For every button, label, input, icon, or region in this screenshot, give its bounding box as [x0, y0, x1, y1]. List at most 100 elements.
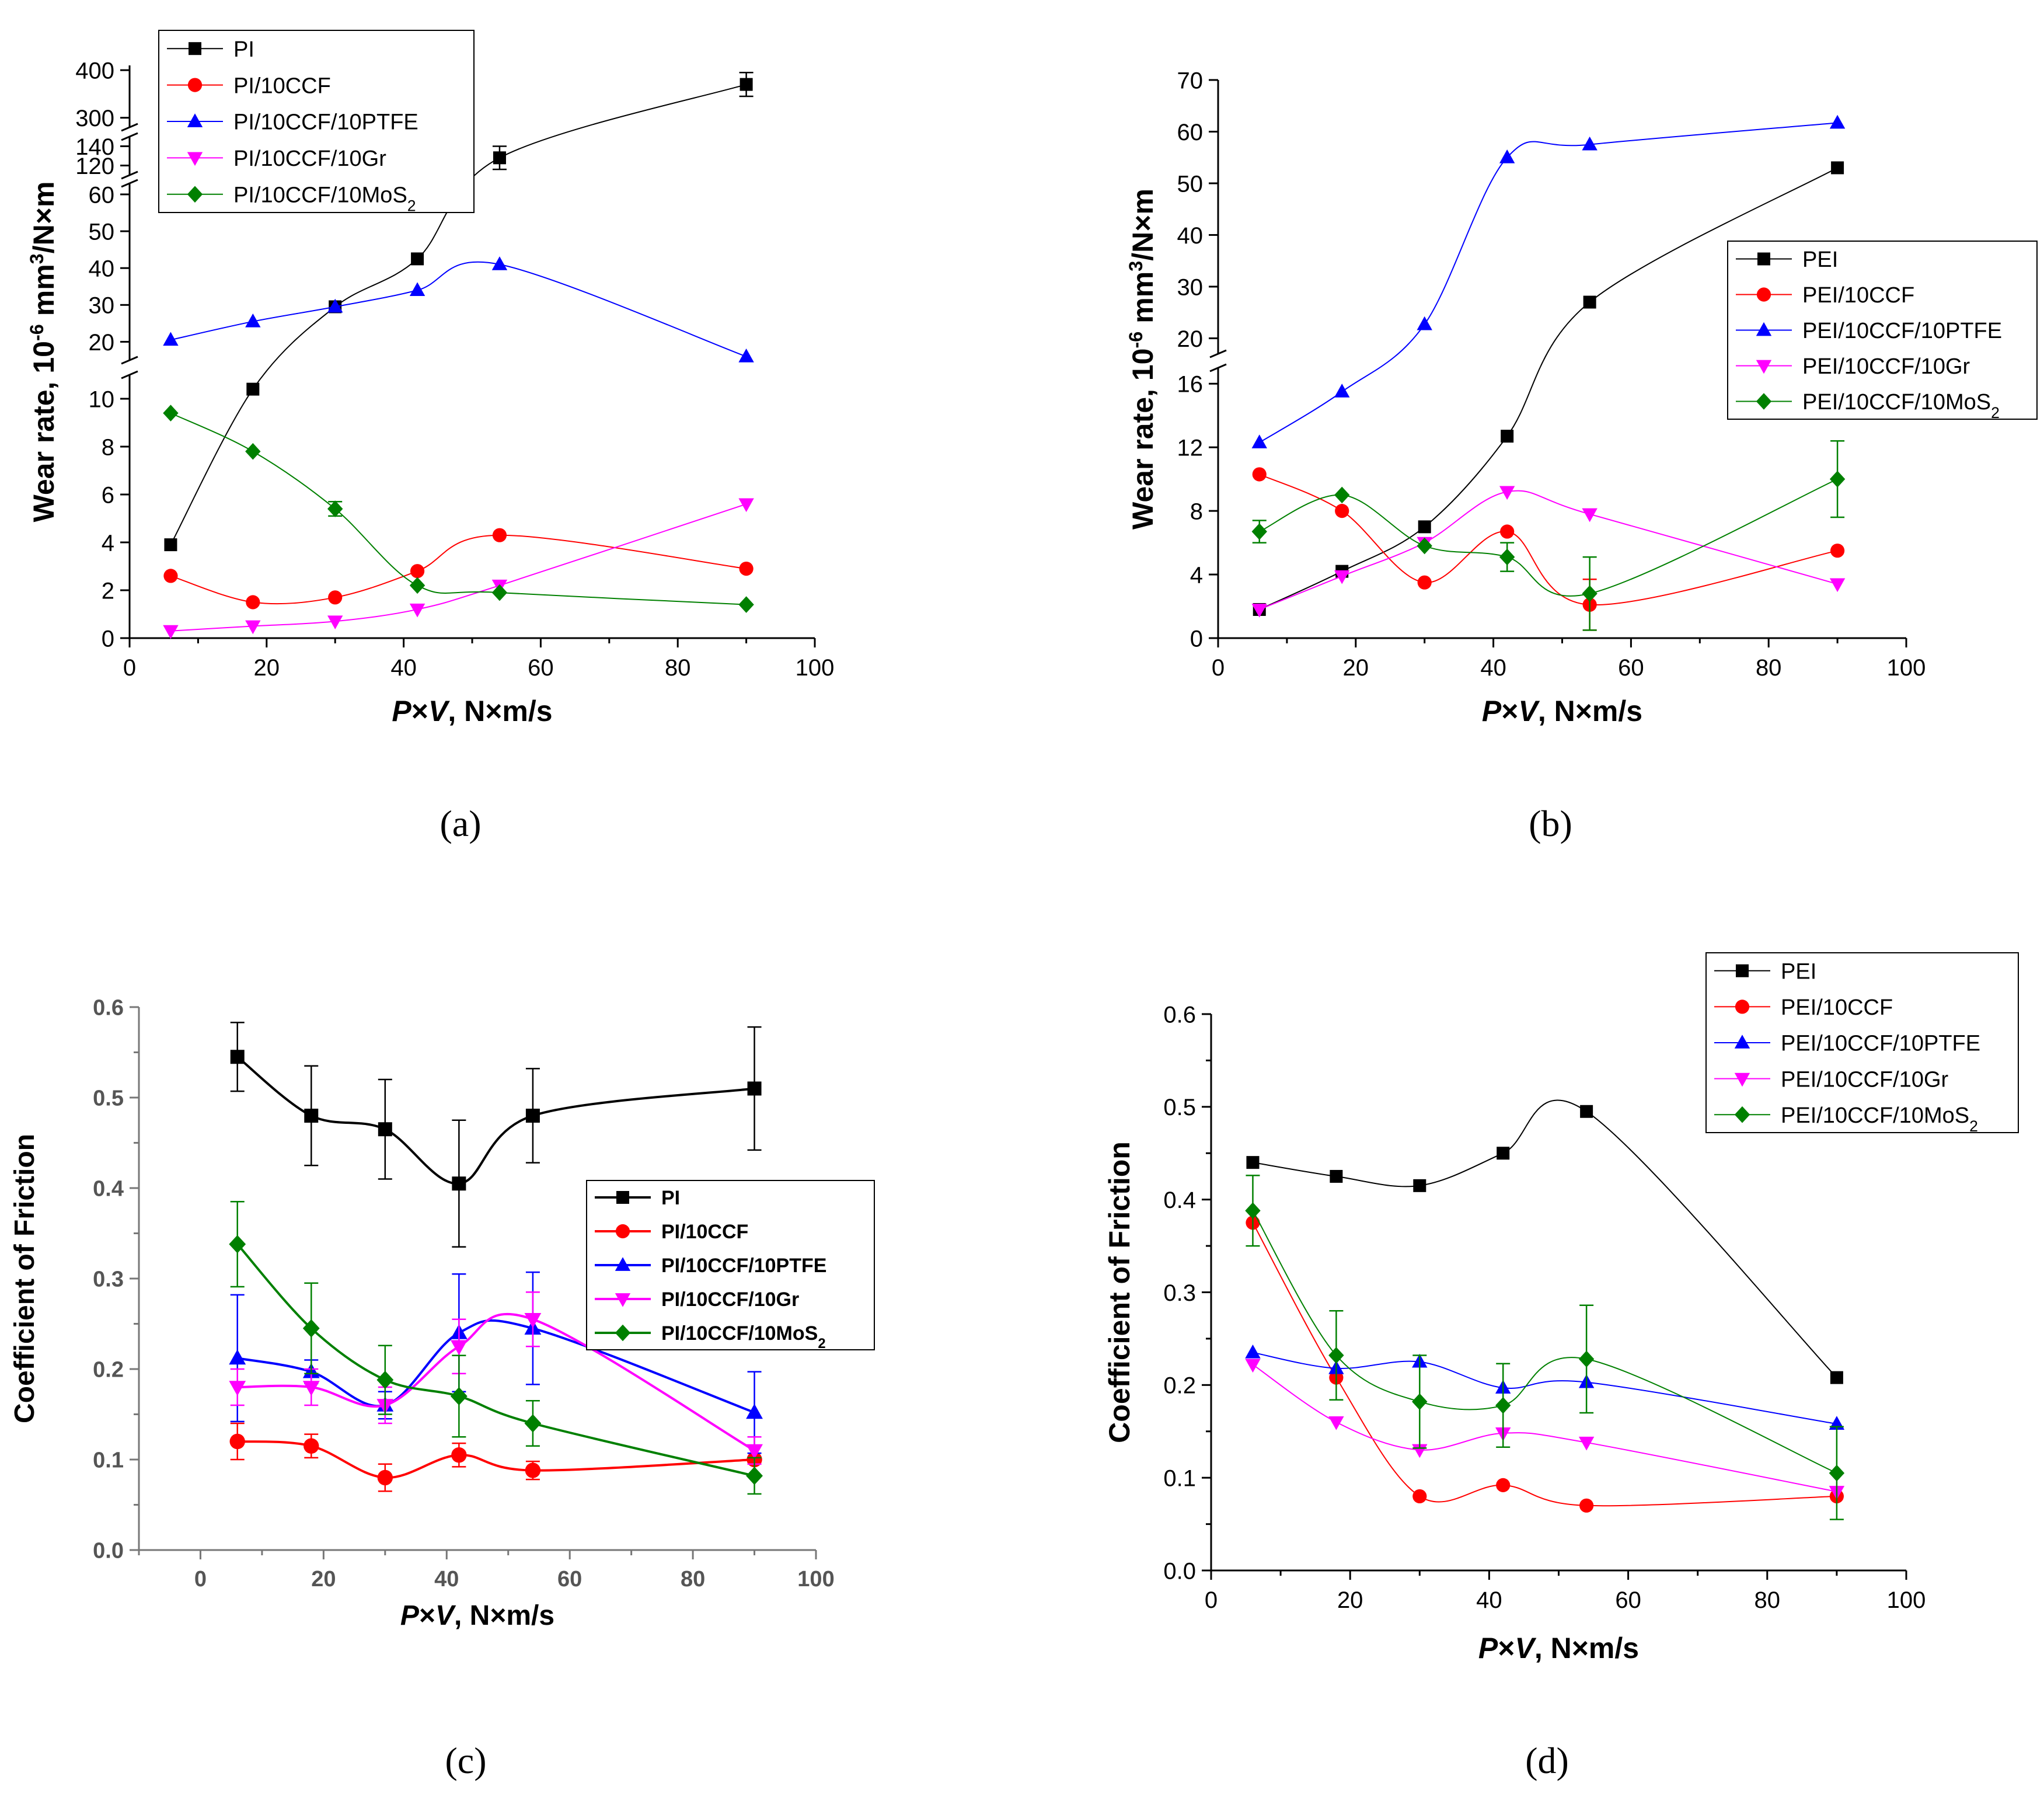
legend-box	[158, 30, 475, 213]
data-point	[327, 500, 343, 517]
x-tick-label: 20	[254, 655, 280, 681]
data-point	[738, 596, 754, 613]
y-tick-label: 16	[1177, 372, 1204, 398]
y-tick-label: 4	[102, 530, 114, 556]
y-tick-label: 0.0	[93, 1539, 124, 1563]
y-tick-label: 20	[89, 330, 115, 356]
y-axis-title: Wear rate, 10-6 mm3/N×m	[1125, 189, 1159, 530]
x-axis-title: P×V, N×m/s	[392, 695, 552, 727]
data-point	[1328, 1416, 1344, 1430]
data-point	[1245, 1359, 1261, 1373]
legend-marker	[1757, 252, 1770, 266]
y-tick-label: 0.1	[1163, 1466, 1196, 1492]
series-line	[236, 1243, 755, 1477]
chart-panel-b: 0 20 40 60 80 100 0 4 8 12 16 20 30 40 50 60 70 P×V, N×m/…	[1125, 68, 2038, 844]
data-point	[1251, 434, 1267, 448]
data-point	[164, 538, 177, 552]
data-point	[1412, 1489, 1427, 1504]
data-point	[1582, 136, 1597, 151]
data-point	[230, 1050, 245, 1064]
data-point	[1413, 1179, 1426, 1192]
x-tick-label: 40	[434, 1567, 459, 1591]
data-point	[229, 1381, 246, 1396]
y-tick-label: 40	[1177, 223, 1204, 249]
legend-label: PI/10CCF	[233, 74, 331, 98]
y-tick-label: 50	[89, 219, 115, 245]
legend-item: PI/10CCF/10PTFE	[167, 110, 418, 135]
y-tick-label: 0.3	[93, 1267, 124, 1292]
data-point	[1829, 471, 1846, 487]
data-point	[1830, 544, 1845, 558]
chart-panel-c: 0 20 40 60 80 100 0.0 0.1 0.2 0.3 0.4 0.5 0.6 P×V, N×…	[9, 996, 875, 1781]
legend-marker	[1756, 360, 1772, 374]
legend-label: PEI/10CCF/10Gr	[1802, 354, 1970, 379]
y-tick-label: 2	[102, 578, 114, 604]
data-point	[1252, 467, 1267, 482]
legend-marker	[615, 1224, 630, 1239]
data-point	[229, 1235, 246, 1253]
data-point	[302, 1381, 320, 1396]
y-tick-label: 0.4	[93, 1177, 124, 1201]
data-point	[246, 382, 260, 396]
x-tick-label: 0	[194, 1567, 207, 1591]
data-point	[525, 1462, 541, 1478]
legend-item: PEI/10CCF/10PTFE	[1736, 319, 2002, 343]
y-tick-label: 0.5	[1163, 1095, 1196, 1120]
data-point	[163, 405, 179, 422]
y-tick-label: 0.3	[1163, 1280, 1196, 1306]
data-point	[409, 282, 425, 296]
data-point	[1831, 161, 1844, 175]
data-point	[1829, 1464, 1845, 1482]
legend-marker	[615, 1293, 631, 1307]
series-pei-10ccf-10ptfe	[1251, 114, 1846, 448]
data-point	[409, 577, 425, 594]
data-point	[747, 1081, 762, 1096]
data-point	[1245, 1344, 1261, 1359]
legend: PIPI/10CCFPI/10CCF/10PTFEPI/10CCF/10GrPI…	[586, 1180, 875, 1352]
y-tick-label: 0.6	[1163, 1002, 1196, 1028]
data-point	[304, 1438, 319, 1454]
y-tick-label: 70	[1177, 68, 1204, 93]
data-point	[1495, 1396, 1511, 1414]
data-point	[740, 78, 753, 91]
series-pei	[1246, 1099, 1843, 1384]
legend-label: PEI	[1781, 959, 1816, 984]
series-line	[1252, 1210, 1837, 1474]
x-axis-title: P×V, N×m/s	[1482, 695, 1642, 727]
y-tick-label: 50	[1177, 171, 1204, 197]
data-point	[1418, 520, 1431, 534]
data-point	[450, 1340, 468, 1356]
data-point	[409, 603, 425, 618]
data-point	[1500, 524, 1515, 539]
data-point	[1499, 548, 1515, 566]
x-tick-label: 20	[1343, 655, 1369, 681]
data-point	[739, 562, 754, 576]
legend-item: PEI	[1714, 959, 1816, 984]
y-tick-label: 4	[1190, 562, 1203, 588]
x-tick-label: 20	[311, 1567, 336, 1591]
panel-label: (b)	[1529, 803, 1572, 844]
x-axis-title: P×V, N×m/s	[1478, 1632, 1639, 1664]
legend-item: PEI	[1736, 248, 1838, 272]
x-tick-label: 40	[390, 655, 417, 681]
legend-marker	[1736, 964, 1749, 977]
legend-item: PI/10CCF/10Gr	[595, 1288, 799, 1311]
x-tick-label: 60	[557, 1567, 582, 1591]
data-point	[1497, 1147, 1510, 1160]
x-tick-label: 60	[528, 655, 554, 681]
x-tick-label: 0	[1205, 1587, 1218, 1613]
legend-marker	[187, 78, 203, 92]
legend-label: PEI/10CCF	[1781, 995, 1893, 1020]
series-line	[170, 534, 747, 605]
data-point	[1583, 295, 1596, 309]
series-pi-10ccf-10ptfe	[163, 256, 754, 363]
series-line	[170, 83, 747, 545]
data-point	[1580, 1105, 1593, 1118]
legend-marker	[1756, 287, 1771, 302]
data-point	[746, 1444, 763, 1460]
data-point	[245, 443, 261, 460]
legend-label: PI/10CCF/10PTFE	[661, 1255, 826, 1277]
data-point	[245, 620, 261, 635]
legend-item: PEI/10CCF/10Gr	[1736, 354, 1970, 379]
